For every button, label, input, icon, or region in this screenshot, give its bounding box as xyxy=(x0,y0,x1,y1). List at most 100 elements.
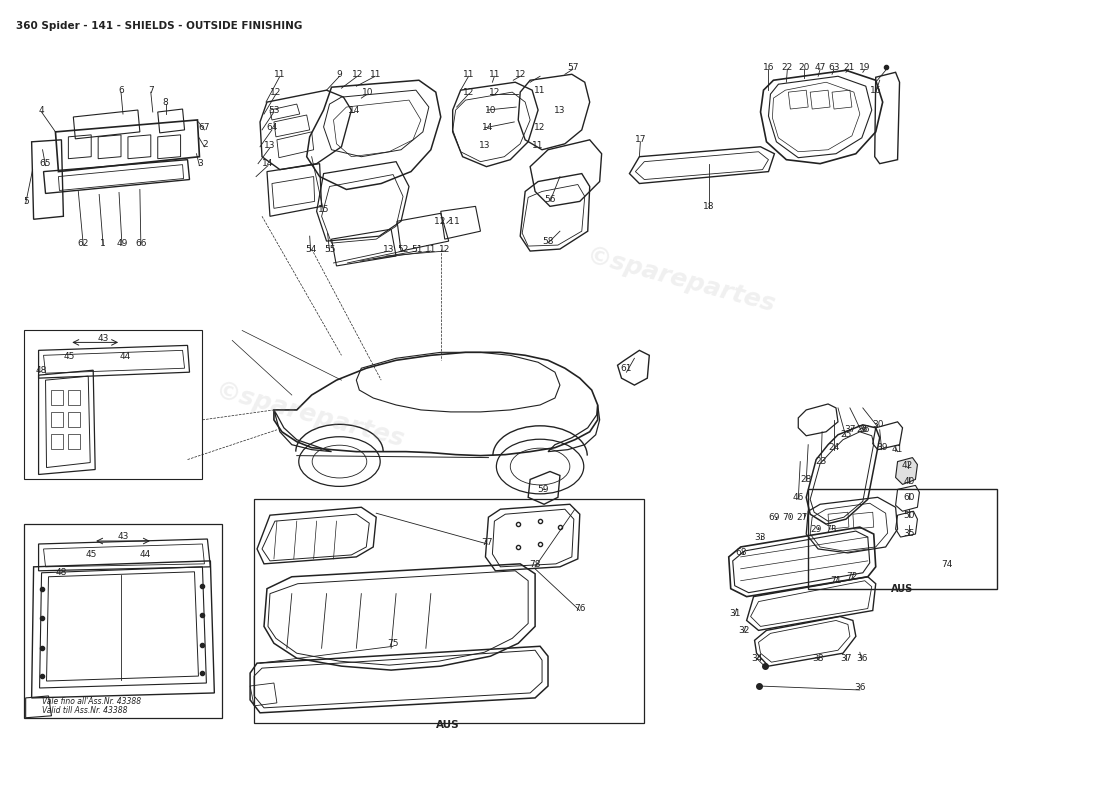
Text: 8: 8 xyxy=(163,98,168,106)
Text: 48: 48 xyxy=(56,568,67,578)
Text: 11: 11 xyxy=(370,70,381,78)
Text: 50: 50 xyxy=(904,510,915,520)
Bar xyxy=(68,412,80,427)
Bar xyxy=(52,412,64,427)
Text: 45: 45 xyxy=(64,352,75,361)
Text: Vale fino all'Ass.Nr. 43388: Vale fino all'Ass.Nr. 43388 xyxy=(42,697,141,706)
Bar xyxy=(808,490,997,589)
Text: 36: 36 xyxy=(858,426,870,434)
Text: 25: 25 xyxy=(840,430,851,439)
Text: 76: 76 xyxy=(574,604,585,613)
Text: 14: 14 xyxy=(262,159,274,168)
Text: 15: 15 xyxy=(318,205,329,214)
Text: 24: 24 xyxy=(828,443,839,452)
Text: 12: 12 xyxy=(463,88,474,97)
Text: 12: 12 xyxy=(352,70,363,78)
Text: 72: 72 xyxy=(846,572,858,582)
Text: 37: 37 xyxy=(844,426,856,434)
Text: 38: 38 xyxy=(813,654,824,662)
Text: 26: 26 xyxy=(856,426,868,434)
Text: 9: 9 xyxy=(337,70,342,78)
Text: 21: 21 xyxy=(844,63,855,72)
Text: 12: 12 xyxy=(439,245,450,254)
Text: 67: 67 xyxy=(199,123,210,133)
Text: 13: 13 xyxy=(264,142,276,150)
Bar xyxy=(24,524,222,718)
Bar xyxy=(68,434,80,449)
Text: 74: 74 xyxy=(942,560,953,570)
Text: 45: 45 xyxy=(86,550,97,559)
Text: 11: 11 xyxy=(425,245,437,254)
Bar xyxy=(68,390,80,405)
Text: 53: 53 xyxy=(268,106,279,114)
Bar xyxy=(24,330,202,479)
Text: 28: 28 xyxy=(801,475,812,484)
Text: 66: 66 xyxy=(135,238,146,247)
Text: 36: 36 xyxy=(856,654,868,662)
Text: AUS: AUS xyxy=(436,720,460,730)
Text: 32: 32 xyxy=(738,626,749,635)
Text: 11: 11 xyxy=(535,86,546,94)
Text: 16: 16 xyxy=(870,86,881,94)
Text: 20: 20 xyxy=(799,63,810,72)
Text: 40: 40 xyxy=(904,477,915,486)
Text: 33: 33 xyxy=(755,533,767,542)
Text: 11: 11 xyxy=(463,70,474,78)
Text: 10: 10 xyxy=(362,88,373,97)
Text: 52: 52 xyxy=(397,245,409,254)
Text: 58: 58 xyxy=(542,237,553,246)
Text: 48: 48 xyxy=(36,366,47,374)
Text: 35: 35 xyxy=(904,529,915,538)
Text: 46: 46 xyxy=(793,493,804,502)
Text: 3: 3 xyxy=(198,159,204,168)
Text: 68: 68 xyxy=(735,549,747,558)
Text: 2: 2 xyxy=(202,140,208,150)
Text: 13: 13 xyxy=(554,106,565,114)
Text: 73: 73 xyxy=(825,525,837,534)
Text: 30: 30 xyxy=(872,420,883,430)
Text: 7: 7 xyxy=(147,86,154,94)
Text: 14: 14 xyxy=(349,106,360,114)
Text: 42: 42 xyxy=(902,461,913,470)
Text: 63: 63 xyxy=(828,63,839,72)
Text: 55: 55 xyxy=(323,245,336,254)
Text: 69: 69 xyxy=(769,513,780,522)
Polygon shape xyxy=(895,458,917,485)
Text: 64: 64 xyxy=(266,123,277,133)
Text: 360 Spider - 141 - SHIELDS - OUTSIDE FINISHING: 360 Spider - 141 - SHIELDS - OUTSIDE FIN… xyxy=(15,21,302,30)
Text: 65: 65 xyxy=(40,159,52,168)
Text: 29: 29 xyxy=(811,525,822,534)
Text: 11: 11 xyxy=(488,70,501,78)
Text: 11: 11 xyxy=(274,70,286,78)
Text: 62: 62 xyxy=(78,238,89,247)
Bar xyxy=(52,390,64,405)
Text: 16: 16 xyxy=(762,63,774,72)
Text: 22: 22 xyxy=(782,63,793,72)
Text: 59: 59 xyxy=(537,485,549,494)
Text: 43: 43 xyxy=(118,531,129,541)
Text: 12: 12 xyxy=(488,88,501,97)
Text: 12: 12 xyxy=(535,123,546,133)
Text: 61: 61 xyxy=(620,364,632,373)
Text: AUS: AUS xyxy=(891,584,914,594)
Text: 41: 41 xyxy=(892,445,903,454)
Text: 1: 1 xyxy=(100,238,106,247)
Text: 10: 10 xyxy=(485,106,496,114)
Text: 23: 23 xyxy=(815,457,827,466)
Text: 43: 43 xyxy=(98,334,109,343)
Bar xyxy=(52,434,64,449)
Text: ©sparepartes: ©sparepartes xyxy=(584,244,779,318)
Text: 77: 77 xyxy=(482,538,493,546)
Text: 12: 12 xyxy=(515,70,526,78)
Text: 71: 71 xyxy=(830,576,842,586)
Text: 37: 37 xyxy=(840,654,851,662)
Text: 36: 36 xyxy=(854,683,866,693)
Text: 13: 13 xyxy=(478,142,491,150)
Text: 70: 70 xyxy=(782,513,794,522)
Bar xyxy=(254,499,645,722)
Text: 13: 13 xyxy=(384,245,395,254)
Text: 31: 31 xyxy=(729,609,740,618)
Text: 12: 12 xyxy=(271,88,282,97)
Text: 54: 54 xyxy=(305,245,317,254)
Text: 49: 49 xyxy=(117,238,128,247)
